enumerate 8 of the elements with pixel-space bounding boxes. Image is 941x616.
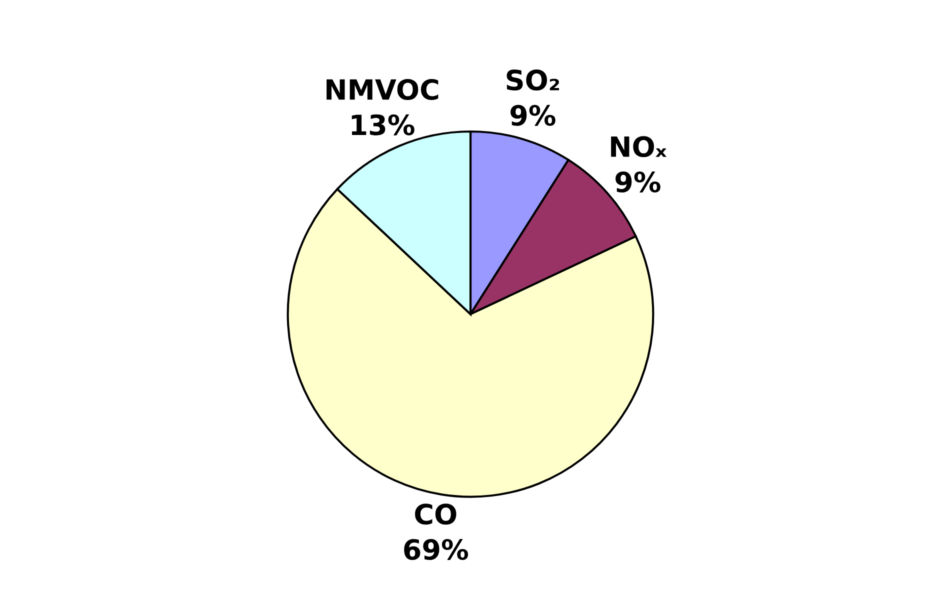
slice-label: SO₂ (506, 70, 560, 91)
data-label: 9% (510, 104, 556, 126)
data-label: 13% (352, 114, 414, 136)
slice-label: CO (415, 504, 456, 525)
slice-label: NOₓ (611, 136, 667, 158)
data-label: 69% (404, 538, 468, 560)
slice-label: NMVOC (326, 79, 438, 100)
data-label: 9% (616, 171, 660, 192)
